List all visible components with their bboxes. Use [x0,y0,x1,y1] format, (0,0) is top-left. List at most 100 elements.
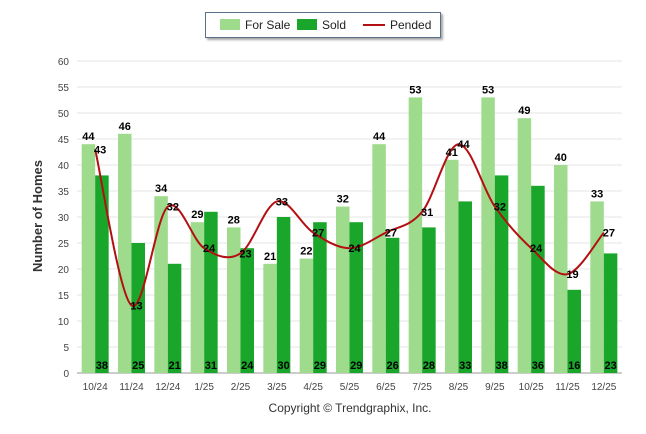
label-for-sale: 41 [446,147,458,159]
label-pended: 32 [167,202,179,214]
pended-line-path [94,143,605,307]
x-tick-label: 6/25 [376,382,396,393]
y-tick-label: 30 [58,213,70,224]
x-tick-label: 10/25 [519,382,544,393]
label-sold: 24 [241,360,254,372]
x-tick-label: 11/24 [119,382,144,393]
label-pended: 27 [312,228,324,240]
bar-sold [567,289,581,373]
bar-sold [240,248,254,373]
legend: For Sale Sold Pended [205,12,441,38]
x-tick-label: 1/25 [194,382,214,393]
label-pended: 24 [348,243,361,255]
y-tick-label: 35 [58,187,70,198]
legend-swatch-for-sale [220,19,240,30]
x-tick-label: 5/25 [340,382,360,393]
bar-for-sale [408,97,423,374]
y-tick-label: 50 [58,109,70,120]
label-pended: 32 [494,202,506,214]
x-tick-label: 10/24 [83,382,108,393]
x-axis-ticks: 10/24 11/24 12/24 1/25 2/25 3/25 4/25 5/25 6/25 7… [83,382,617,393]
label-sold: 21 [168,360,180,372]
y-axis-ticks: 0 5 10 15 20 25 30 35 40 45 50 55 60 [58,57,70,380]
y-tick-label: 40 [58,161,70,172]
label-pended: 24 [530,243,543,255]
y-tick-label: 0 [63,369,69,380]
bar-for-sale [590,201,604,373]
label-sold: 29 [350,360,362,372]
bar-for-sale [372,144,386,373]
label-sold: 28 [423,360,435,372]
bar-sold [603,253,618,373]
x-tick-label: 11/25 [555,382,580,393]
bar-for-sale [190,222,205,373]
label-for-sale: 53 [482,84,494,96]
bar-sold [131,243,145,373]
label-for-sale: 21 [264,251,276,263]
label-for-sale: 22 [300,246,312,258]
label-pended: 43 [94,144,106,156]
label-pended: 27 [603,228,615,240]
label-for-sale: 46 [119,121,131,133]
bar-sold [494,175,509,373]
x-tick-label: 2/25 [231,382,251,393]
y-tick-label: 20 [58,265,70,276]
label-sold: 31 [205,360,217,372]
bar-sold [349,222,363,373]
label-pended: 31 [421,207,433,219]
bar-sold [422,227,436,373]
label-for-sale: 44 [373,131,386,143]
bar-sold [531,185,545,373]
legend-item-sold[interactable]: Sold [297,13,346,37]
label-for-sale: 49 [518,105,530,117]
bar-for-sale [554,165,568,373]
legend-label-sold: Sold [322,18,347,32]
label-sold: 30 [277,360,289,372]
label-pended: 44 [457,139,470,151]
y-axis-title: Number of Homes [30,160,45,272]
label-for-sale: 29 [191,209,203,221]
bar-for-sale [481,97,495,374]
label-sold: 38 [96,360,108,372]
y-tick-label: 10 [58,317,70,328]
y-tick-label: 5 [63,343,69,354]
label-sold: 36 [532,360,544,372]
legend-label-pended: Pended [390,18,432,32]
label-pended: 13 [130,300,142,312]
label-sold: 29 [314,360,326,372]
bar-for-sale [336,206,350,373]
legend-swatch-sold [297,19,317,30]
x-tick-label: 4/25 [303,382,323,393]
label-for-sale: 28 [228,214,240,226]
bar-for-sale [445,159,459,373]
bar-for-sale [299,258,314,373]
bar-for-sale [154,196,168,373]
bar-for-sale [263,263,277,373]
y-tick-label: 55 [58,83,70,94]
bar-sold [385,237,400,373]
bars [81,97,618,374]
bar-sold [204,211,218,373]
y-tick-label: 60 [58,57,70,68]
bar-sold [313,222,327,373]
bar-sold [458,201,472,373]
bar-for-sale [118,133,132,373]
label-sold: 33 [459,360,471,372]
bar-for-sale [517,118,532,373]
bar-for-sale [81,144,96,373]
label-sold: 25 [132,360,144,372]
x-tick-label: 8/25 [449,382,469,393]
bar-for-sale [227,227,241,373]
label-for-sale: 33 [591,188,603,200]
label-sold: 38 [495,360,507,372]
label-pended: 19 [566,269,578,281]
label-sold: 23 [604,360,616,372]
x-tick-label: 9/25 [485,382,505,393]
label-pended: 33 [276,196,288,208]
legend-item-for-sale[interactable]: For Sale [220,13,290,37]
label-for-sale: 40 [555,152,567,164]
legend-swatch-pended [363,24,385,26]
x-tick-label: 7/25 [412,382,432,393]
legend-item-pended[interactable]: Pended [363,13,431,37]
